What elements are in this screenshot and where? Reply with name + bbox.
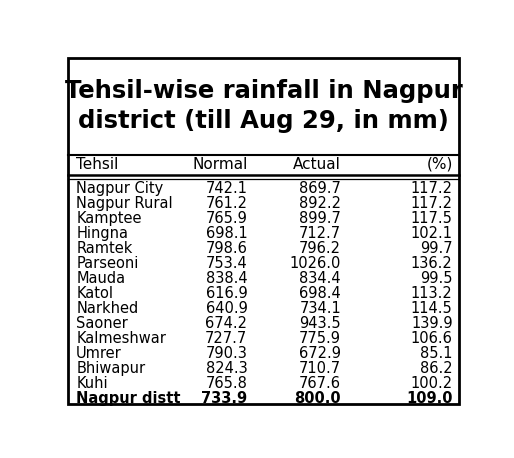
Text: 698.4: 698.4	[299, 286, 341, 301]
Text: Nagpur distt: Nagpur distt	[76, 391, 181, 406]
Text: 742.1: 742.1	[206, 181, 248, 196]
Text: 753.4: 753.4	[206, 256, 248, 271]
Text: 734.1: 734.1	[299, 301, 341, 316]
Text: 85.1: 85.1	[420, 346, 453, 361]
Text: (%): (%)	[426, 157, 453, 172]
Text: 139.9: 139.9	[411, 316, 453, 331]
Text: 102.1: 102.1	[411, 226, 453, 241]
Text: 899.7: 899.7	[299, 211, 341, 226]
Text: 869.7: 869.7	[299, 181, 341, 196]
Text: Hingna: Hingna	[76, 226, 128, 241]
Text: 99.5: 99.5	[420, 271, 453, 286]
Text: Parseoni: Parseoni	[76, 256, 139, 271]
Text: Narkhed: Narkhed	[76, 301, 138, 316]
Text: Tehsil-wise rainfall in Nagpur
district (till Aug 29, in mm): Tehsil-wise rainfall in Nagpur district …	[65, 79, 462, 133]
Text: 99.7: 99.7	[420, 241, 453, 256]
Text: 1026.0: 1026.0	[290, 256, 341, 271]
Text: 727.7: 727.7	[205, 331, 248, 346]
Text: 767.6: 767.6	[299, 376, 341, 391]
Text: 113.2: 113.2	[411, 286, 453, 301]
Text: Kalmeshwar: Kalmeshwar	[76, 331, 166, 346]
Text: 710.7: 710.7	[299, 361, 341, 376]
Text: 765.8: 765.8	[206, 376, 248, 391]
Text: Katol: Katol	[76, 286, 113, 301]
Text: Saoner: Saoner	[76, 316, 128, 331]
Text: Actual: Actual	[293, 157, 341, 172]
Text: 765.9: 765.9	[206, 211, 248, 226]
Text: 117.2: 117.2	[411, 181, 453, 196]
Text: 698.1: 698.1	[206, 226, 248, 241]
Text: 106.6: 106.6	[411, 331, 453, 346]
Text: Kamptee: Kamptee	[76, 211, 142, 226]
Text: 114.5: 114.5	[411, 301, 453, 316]
Text: 790.3: 790.3	[206, 346, 248, 361]
Text: 892.2: 892.2	[299, 196, 341, 211]
Text: 796.2: 796.2	[299, 241, 341, 256]
Text: 733.9: 733.9	[201, 391, 248, 406]
Text: 100.2: 100.2	[411, 376, 453, 391]
Text: 838.4: 838.4	[206, 271, 248, 286]
Text: 640.9: 640.9	[206, 301, 248, 316]
Text: 775.9: 775.9	[299, 331, 341, 346]
Text: 798.6: 798.6	[206, 241, 248, 256]
Text: Ramtek: Ramtek	[76, 241, 133, 256]
Text: Tehsil: Tehsil	[76, 157, 119, 172]
Text: 136.2: 136.2	[411, 256, 453, 271]
Text: Umrer: Umrer	[76, 346, 122, 361]
Text: 824.3: 824.3	[206, 361, 248, 376]
Text: 109.0: 109.0	[406, 391, 453, 406]
Text: 117.5: 117.5	[411, 211, 453, 226]
Text: 800.0: 800.0	[295, 391, 341, 406]
Text: Nagpur Rural: Nagpur Rural	[76, 196, 173, 211]
Text: 761.2: 761.2	[206, 196, 248, 211]
Text: Mauda: Mauda	[76, 271, 125, 286]
Text: Kuhi: Kuhi	[76, 376, 108, 391]
Text: 834.4: 834.4	[300, 271, 341, 286]
Text: Nagpur City: Nagpur City	[76, 181, 163, 196]
Text: 616.9: 616.9	[206, 286, 248, 301]
Text: 672.9: 672.9	[299, 346, 341, 361]
Text: 943.5: 943.5	[300, 316, 341, 331]
Text: Bhiwapur: Bhiwapur	[76, 361, 145, 376]
Text: 712.7: 712.7	[299, 226, 341, 241]
Text: Normal: Normal	[192, 157, 248, 172]
Text: 86.2: 86.2	[420, 361, 453, 376]
Text: 117.2: 117.2	[411, 196, 453, 211]
Text: 674.2: 674.2	[206, 316, 248, 331]
